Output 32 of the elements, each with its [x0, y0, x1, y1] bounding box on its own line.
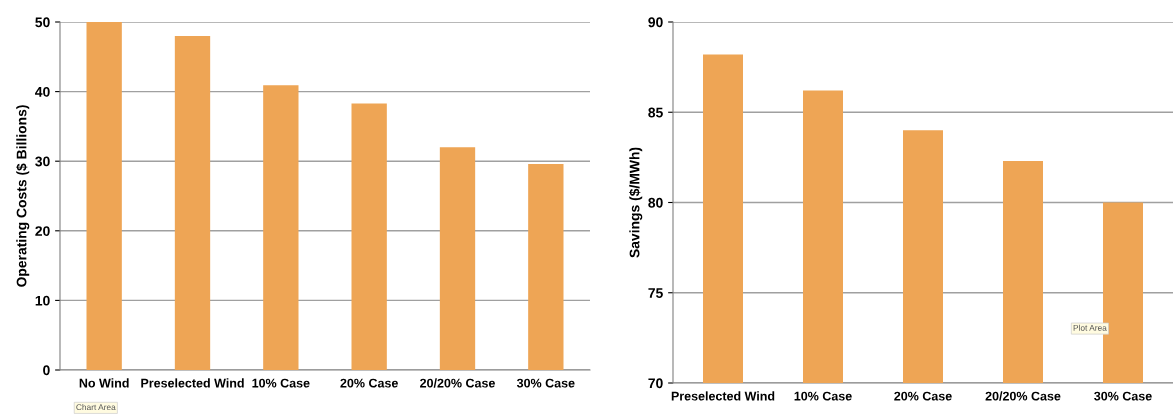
y-tick-label: 30 — [35, 156, 50, 167]
y-axis-title: Savings ($/MWh) — [629, 147, 643, 258]
x-tick-label: 20/20% Case — [420, 378, 495, 388]
bar — [263, 85, 299, 370]
x-tick-label: 10% Case — [794, 391, 852, 401]
y-tick-label: 20 — [35, 226, 50, 236]
y-tick-label: 80 — [648, 197, 663, 208]
x-tick-label: 20% Case — [894, 391, 952, 401]
x-tick-label: 30% Case — [516, 378, 575, 388]
y-tick-label: 40 — [35, 86, 50, 97]
y-tick-label: 85 — [648, 107, 663, 118]
x-tick-label: 20/20% Case — [985, 391, 1061, 401]
x-tick-label: No Wind — [79, 378, 129, 388]
y-axis-title: Operating Costs ($ Billions) — [16, 105, 30, 287]
x-tick-label: 30% Case — [1094, 391, 1152, 401]
x-tick-label: Preselected Wind — [671, 391, 775, 401]
bar — [86, 22, 122, 370]
x-tick-label: Preselected Wind — [141, 378, 244, 388]
bar — [174, 35, 211, 370]
y-tick-label: 70 — [648, 378, 663, 389]
y-tick-label: 90 — [648, 17, 663, 28]
x-tick-label: 10% Case — [252, 378, 310, 388]
y-tick-label: 10 — [35, 295, 50, 306]
annotation: Plot Area — [1073, 324, 1107, 331]
bar — [351, 103, 387, 370]
x-tick-label: 20% Case — [340, 378, 398, 388]
y-tick-label: 50 — [35, 17, 50, 28]
y-tick-label: 75 — [648, 288, 663, 298]
bar — [439, 147, 476, 370]
y-tick-label: 0 — [43, 365, 50, 376]
text: Chart Area — [76, 403, 116, 411]
bar — [528, 163, 564, 370]
